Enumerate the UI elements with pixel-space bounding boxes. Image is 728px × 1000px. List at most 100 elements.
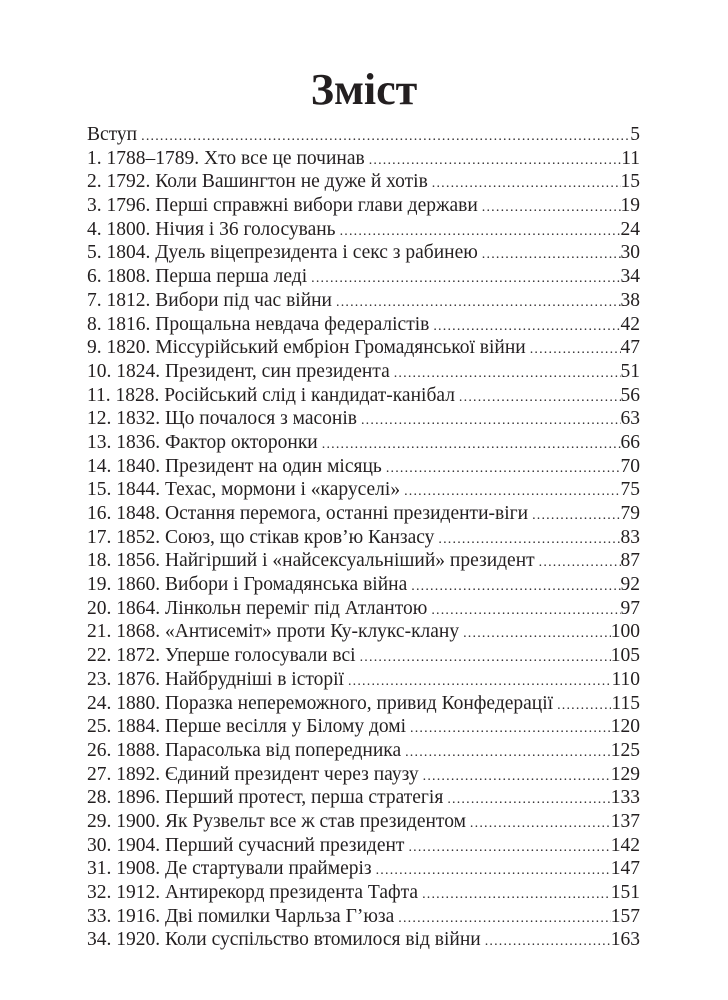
toc-entry[interactable]: 8. 1816. Прощальна невдача федералістів 4… — [87, 313, 640, 337]
dot-leader — [376, 859, 611, 881]
toc-entry[interactable]: 7. 1812. Вибори під час війни 38 — [87, 289, 640, 313]
toc-entry-title: 34. 1920. Коли суспільство втомилося від… — [87, 929, 481, 951]
toc-entry[interactable]: 11. 1828. Російський слід і кандидат-кан… — [87, 384, 640, 408]
dot-leader — [411, 575, 620, 597]
toc-entry-title: 31. 1908. Де стартували праймеріз — [87, 858, 372, 880]
dot-leader — [394, 362, 621, 384]
toc-entry-page: 97 — [620, 597, 641, 619]
dot-leader — [360, 646, 611, 668]
toc-entry-page: 34 — [620, 266, 641, 288]
toc-entry-title: 33. 1916. Дві помилки Чарльза Г’юза — [87, 905, 395, 927]
dot-leader — [398, 907, 610, 929]
toc-entry[interactable]: 26. 1888. Парасолька від попередника 125 — [87, 739, 640, 763]
dot-leader — [422, 883, 611, 905]
toc-entry-page: 63 — [620, 408, 641, 430]
toc-entry-title: 17. 1852. Союз, що стікав кров’ю Канзасу — [87, 526, 435, 548]
toc-entry-page: 115 — [611, 692, 640, 714]
toc-entry-page: 79 — [620, 503, 641, 524]
toc-entry-page: 137 — [610, 810, 640, 832]
toc-entry[interactable]: 31. 1908. Де стартували праймеріз 147 — [87, 857, 640, 881]
toc-entry[interactable]: 25. 1884. Перше весілля у Білому домі 120 — [87, 715, 640, 739]
toc-entry-page: 47 — [620, 337, 641, 359]
toc-entry-page: 24 — [620, 218, 641, 240]
dot-leader — [530, 338, 621, 360]
toc-entry[interactable]: 16. 1848. Остання перемога, останні през… — [87, 502, 640, 526]
dot-leader — [423, 765, 611, 787]
toc-entry-page: 42 — [620, 313, 641, 335]
toc-entry-title: 21. 1868. «Антисеміт» проти Ку-клукс-кла… — [87, 621, 460, 643]
dot-leader — [336, 291, 621, 313]
toc-entry[interactable]: 24. 1880. Поразка непереможного, привид … — [87, 692, 640, 716]
dot-leader — [410, 717, 611, 739]
toc-entry[interactable]: 6. 1808. Перша перша леді 34 — [87, 265, 640, 289]
toc-entry[interactable]: 1. 1788–1789. Хто все це починав 11 — [87, 147, 640, 171]
toc-entry-page: 133 — [610, 787, 640, 809]
dot-leader — [340, 220, 621, 242]
toc-entry[interactable]: 15. 1844. Техас, мормони і «каруселі» 75 — [87, 478, 640, 502]
dot-leader — [485, 930, 611, 952]
toc-entry[interactable]: 28. 1896. Перший протест, перша стратегі… — [87, 786, 640, 810]
dot-leader — [322, 433, 621, 455]
toc-entry-page: 151 — [610, 882, 640, 903]
toc-entry[interactable]: 13. 1836. Фактор окторонки 66 — [87, 431, 640, 455]
dot-leader — [431, 599, 620, 621]
toc-entry[interactable]: 34. 1920. Коли суспільство втомилося від… — [87, 928, 640, 952]
dot-leader — [348, 670, 612, 692]
toc-entry-title: 2. 1792. Коли Вашингтон не дуже й хотів — [87, 171, 428, 193]
toc-entry-title: Вступ — [87, 124, 138, 145]
dot-leader — [404, 480, 620, 502]
toc-entry[interactable]: 20. 1864. Лінкольн переміг під Атлантою 9… — [87, 597, 640, 621]
toc-entry-title: 19. 1860. Вибори і Громадянська війна — [87, 574, 408, 596]
toc-entry-title: 1. 1788–1789. Хто все це починав — [87, 147, 365, 169]
toc-entry-page: 30 — [620, 242, 641, 264]
toc-entry-page: 5 — [630, 124, 640, 145]
toc-entry[interactable]: 21. 1868. «Антисеміт» проти Ку-клукс-кла… — [87, 620, 640, 644]
dot-leader — [539, 551, 621, 573]
toc-entry[interactable]: 2. 1792. Коли Вашингтон не дуже й хотів 1… — [87, 170, 640, 194]
toc-entry-title: 8. 1816. Прощальна невдача федералістів — [87, 313, 430, 335]
dot-leader — [311, 267, 620, 289]
toc-entry-title: 7. 1812. Вибори під час війни — [87, 289, 332, 311]
toc-entry-title: 4. 1800. Нічия і 36 голосувань — [87, 218, 336, 240]
toc-entry-title: 22. 1872. Уперше голосували всі — [87, 645, 356, 667]
toc-entry[interactable]: 9. 1820. Міссурійський ембріон Громадянс… — [87, 336, 640, 360]
table-of-contents: Вступ 5 1. 1788–1789. Хто все це починав 11… — [87, 123, 640, 952]
toc-entry[interactable]: 27. 1892. Єдиний президент через паузу 12… — [87, 763, 640, 787]
toc-entry[interactable]: 14. 1840. Президент на один місяць 70 — [87, 455, 640, 479]
toc-entry-page: 100 — [610, 621, 640, 643]
toc-entry[interactable]: 5. 1804. Дуель віцепрезидента і секс з р… — [87, 241, 640, 265]
toc-entry-page: 87 — [620, 550, 641, 572]
toc-entry[interactable]: 33. 1916. Дві помилки Чарльза Г’юза 157 — [87, 905, 640, 929]
toc-entry-page: 19 — [620, 195, 641, 217]
toc-entry[interactable]: 19. 1860. Вибори і Громадянська війна 92 — [87, 573, 640, 597]
toc-entry-page: 147 — [610, 858, 640, 880]
toc-entry[interactable]: 12. 1832. Що почалося з масонів 63 — [87, 407, 640, 431]
toc-entry-title: 20. 1864. Лінкольн переміг під Атлантою — [87, 597, 428, 619]
toc-entry[interactable]: 4. 1800. Нічия і 36 голосувань 24 — [87, 218, 640, 242]
toc-entry-title: 12. 1832. Що почалося з масонів — [87, 408, 357, 430]
dot-leader — [470, 812, 611, 834]
toc-entry[interactable]: 22. 1872. Уперше голосували всі 105 — [87, 644, 640, 668]
toc-entry-page: 83 — [620, 526, 641, 548]
dot-leader — [459, 386, 621, 408]
toc-entry[interactable]: 10. 1824. Президент, син президента 51 — [87, 360, 640, 384]
toc-entry-page: 11 — [621, 147, 640, 169]
toc-entry-title: 5. 1804. Дуель віцепрезидента і секс з р… — [87, 242, 478, 264]
dot-leader — [482, 196, 621, 218]
toc-entry[interactable]: 32. 1912. Антирекорд президента Тафта 151 — [87, 881, 640, 905]
toc-entry-title: 10. 1824. Президент, син президента — [87, 360, 390, 382]
toc-entry[interactable]: 3. 1796. Перші справжні вибори глави дер… — [87, 194, 640, 218]
toc-entry-page: 163 — [610, 929, 640, 951]
toc-entry[interactable]: 23. 1876. Найбрудніші в історії 110 — [87, 668, 640, 692]
dot-leader — [141, 125, 630, 147]
toc-entry-title: 29. 1900. Як Рузвельт все ж став президе… — [87, 810, 466, 832]
toc-entry[interactable]: Вступ 5 — [87, 123, 640, 147]
toc-entry[interactable]: 18. 1856. Найгірший і «найсексуальніший»… — [87, 549, 640, 573]
toc-entry[interactable]: 30. 1904. Перший сучасний президент 142 — [87, 834, 640, 858]
toc-entry[interactable]: 17. 1852. Союз, що стікав кров’ю Канзасу… — [87, 526, 640, 550]
toc-entry-title: 13. 1836. Фактор окторонки — [87, 431, 318, 453]
toc-entry[interactable]: 29. 1900. Як Рузвельт все ж став президе… — [87, 810, 640, 834]
dot-leader — [361, 409, 621, 431]
dot-leader — [482, 243, 621, 265]
toc-entry-page: 15 — [620, 171, 641, 193]
